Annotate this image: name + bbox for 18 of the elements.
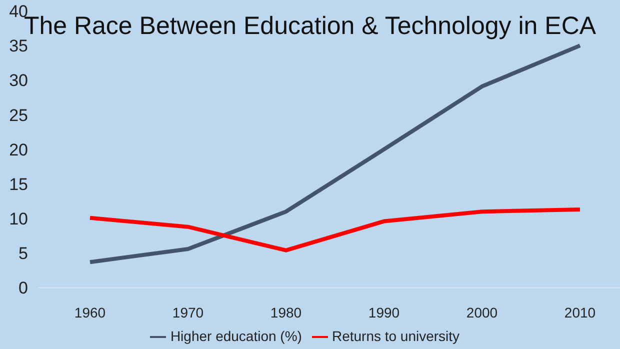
x-tick-label: 1970 [172, 304, 204, 321]
y-tick-label: 35 [9, 36, 28, 56]
line-series [88, 44, 582, 264]
legend-label: Higher education (%) [170, 328, 302, 344]
x-tick-label: 1980 [270, 304, 302, 321]
legend-label: Returns to university [332, 328, 460, 344]
x-tick-label: 1990 [368, 304, 400, 321]
x-tick-label: 2000 [466, 304, 498, 321]
y-tick-label: 0 [18, 278, 28, 298]
x-tick-label: 1960 [74, 304, 106, 321]
y-tick-label: 20 [9, 140, 28, 160]
y-tick-label: 25 [9, 106, 28, 125]
line-series [88, 208, 582, 252]
y-tick-label: 30 [9, 71, 28, 90]
y-tick-label: 5 [18, 244, 28, 264]
y-tick-label: 15 [9, 174, 28, 194]
y-tick-label: 10 [9, 210, 28, 229]
x-tick-label: 2010 [564, 304, 596, 321]
